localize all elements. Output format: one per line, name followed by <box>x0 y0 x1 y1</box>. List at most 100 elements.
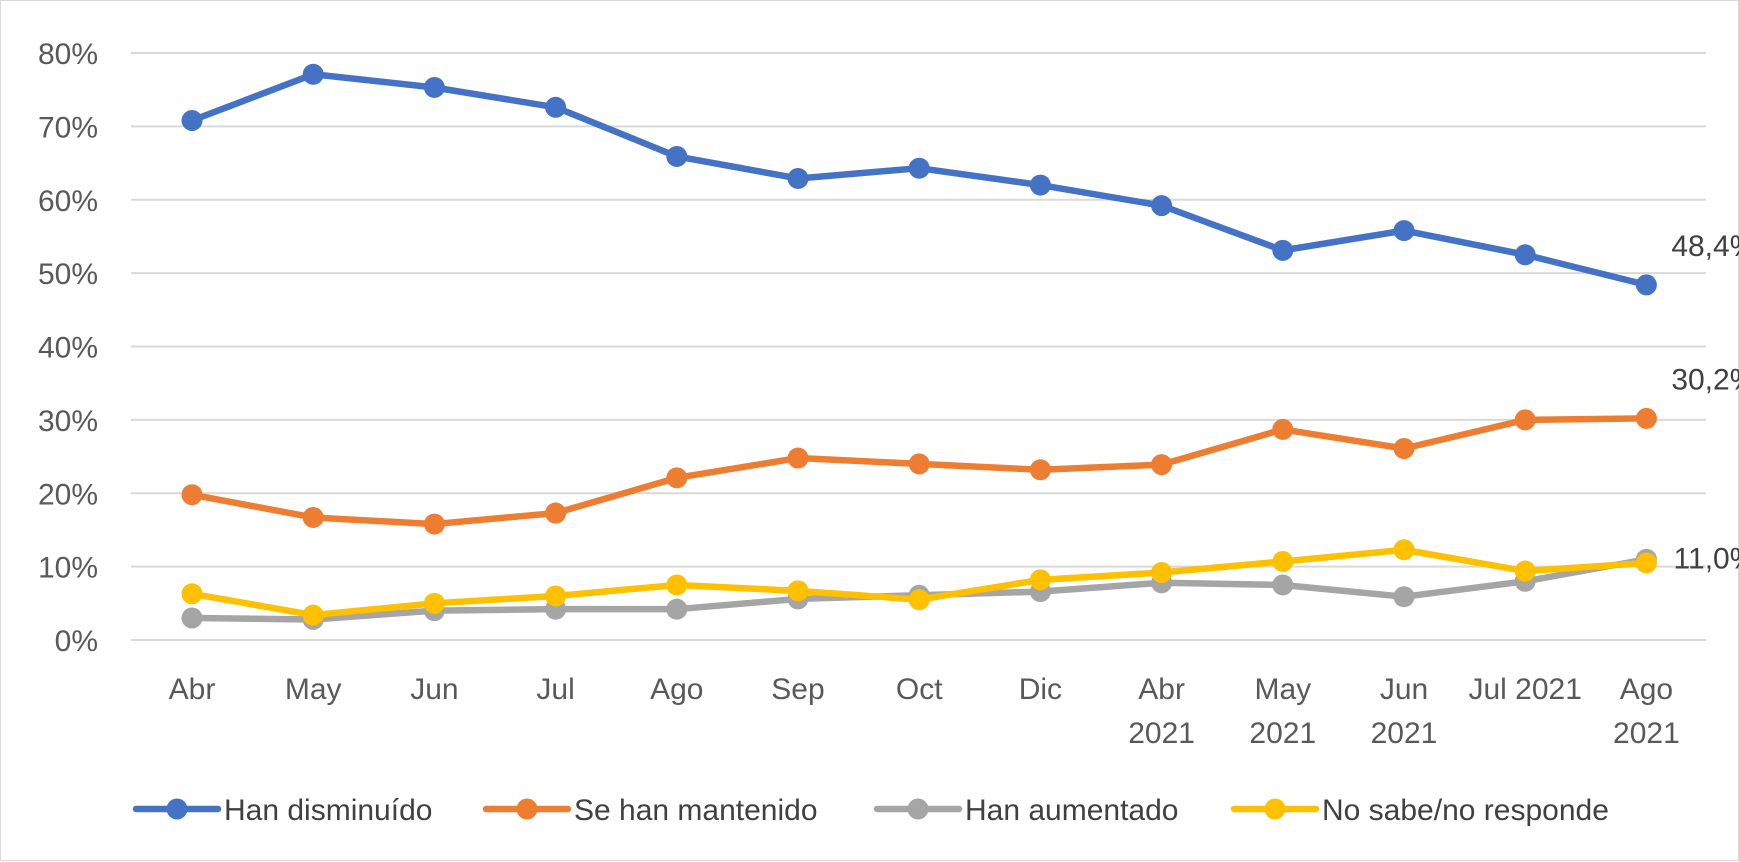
x-tick-label-line: Oct <box>896 673 943 706</box>
series-1 <box>181 407 1657 535</box>
x-tick-label-line: Jun <box>410 673 458 706</box>
legend-marker <box>516 798 538 820</box>
x-tick-label: Jun 2021 <box>1371 673 1438 750</box>
x-tick-label-line: Abr <box>1138 673 1185 706</box>
x-tick-label: May 2021 <box>1249 673 1316 750</box>
y-tick-label: 70% <box>38 111 98 144</box>
x-tick-label: Ago <box>650 673 703 706</box>
x-tick-label-line: Dic <box>1019 673 1062 706</box>
series-line <box>188 71 1650 289</box>
data-label: 30,2% <box>1671 363 1739 396</box>
data-point <box>908 157 930 179</box>
data-label: 11,0% <box>1674 542 1739 575</box>
legend-label: Se han mantenido <box>574 794 818 827</box>
data-point <box>302 604 324 626</box>
data-point <box>1029 174 1051 196</box>
x-tick-label: Abr 2021 <box>1128 673 1195 750</box>
legend-item: Se han mantenido <box>482 794 818 827</box>
y-tick-label: 50% <box>38 258 98 291</box>
data-point <box>423 76 445 98</box>
x-tick-label-line: Jun <box>1380 673 1428 706</box>
data-point <box>1635 407 1657 429</box>
y-axis-tick-labels: 0% 10% 20% 30% 40% 50% 60% 70% 80% <box>38 38 98 658</box>
data-point <box>302 63 324 85</box>
x-tick-label: Jun <box>410 673 458 706</box>
data-point <box>1393 437 1415 459</box>
x-tick-label-line: 2021 <box>1249 717 1316 750</box>
legend-item: No sabe/no responde <box>1230 794 1609 827</box>
x-tick-label-line: 2021 <box>1128 717 1195 750</box>
x-tick-label-line: Ago <box>1620 673 1673 706</box>
data-point <box>1635 552 1657 574</box>
data-point <box>423 513 445 535</box>
data-point <box>181 607 203 629</box>
data-point <box>1635 274 1657 296</box>
y-tick-label: 10% <box>38 552 98 585</box>
y-tick-label: 30% <box>38 405 98 438</box>
legend-label: No sabe/no responde <box>1322 794 1609 827</box>
data-point <box>302 506 324 528</box>
data-point <box>1393 539 1415 561</box>
data-point <box>545 96 567 118</box>
data-point <box>1272 239 1294 261</box>
x-tick-label-line: Jul 2021 <box>1468 673 1581 706</box>
data-point <box>1151 454 1173 476</box>
x-tick-label-line: 2021 <box>1613 717 1680 750</box>
x-tick-label-line: Jul <box>536 673 574 706</box>
data-point <box>908 589 930 611</box>
data-point <box>787 167 809 189</box>
data-point <box>1514 409 1536 431</box>
legend-marker <box>166 798 188 820</box>
y-tick-label: 60% <box>38 185 98 218</box>
y-tick-label: 0% <box>55 625 98 658</box>
data-labels: 48,4% 30,2% 11,0% <box>1671 230 1739 575</box>
data-point <box>666 598 688 620</box>
data-point <box>787 580 809 602</box>
legend: Han disminuído Se han mantenido Han aument… <box>132 794 1609 827</box>
x-tick-label: Sep <box>771 673 824 706</box>
y-tick-label: 80% <box>38 38 98 71</box>
data-point <box>545 585 567 607</box>
series-lines <box>181 63 1657 630</box>
x-tick-label-line: Ago <box>650 673 703 706</box>
x-tick-label: Ago 2021 <box>1613 673 1680 750</box>
y-tick-label: 20% <box>38 478 98 511</box>
legend-label: Han aumentado <box>965 794 1179 827</box>
gridlines <box>131 52 1706 641</box>
x-tick-label-line: May <box>1254 673 1311 706</box>
data-point <box>545 502 567 524</box>
x-tick-label-line: 2021 <box>1371 717 1438 750</box>
data-point <box>908 453 930 475</box>
data-point <box>1272 550 1294 572</box>
data-point <box>1272 574 1294 596</box>
data-label: 48,4% <box>1671 230 1739 263</box>
x-tick-label-line: Abr <box>169 673 216 706</box>
data-point <box>423 592 445 614</box>
x-tick-label: May <box>285 673 342 706</box>
data-point <box>787 447 809 469</box>
data-point <box>1272 418 1294 440</box>
data-point <box>666 145 688 167</box>
data-point <box>1151 195 1173 217</box>
series-0 <box>181 63 1657 296</box>
data-point <box>181 110 203 132</box>
x-tick-label-line: May <box>285 673 342 706</box>
data-point <box>181 484 203 506</box>
data-point <box>1151 561 1173 583</box>
x-tick-label-line: Sep <box>771 673 824 706</box>
legend-item: Han aumentado <box>873 794 1179 827</box>
data-point <box>1029 569 1051 591</box>
legend-item: Han disminuído <box>132 794 432 827</box>
series-3 <box>181 539 1657 626</box>
data-point <box>1029 459 1051 481</box>
data-point <box>1393 586 1415 608</box>
data-point <box>1393 220 1415 242</box>
legend-marker <box>1264 798 1286 820</box>
data-point <box>181 583 203 605</box>
data-point <box>1514 244 1536 266</box>
y-tick-label: 40% <box>38 332 98 365</box>
x-tick-label: Jul <box>536 673 574 706</box>
